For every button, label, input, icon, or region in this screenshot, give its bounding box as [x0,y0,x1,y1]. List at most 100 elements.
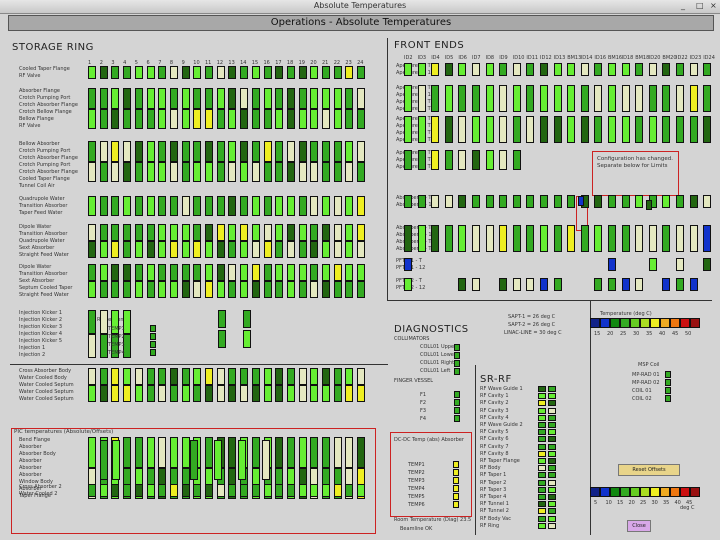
temp-cell[interactable] [286,224,295,241]
temp-cell[interactable] [333,264,342,281]
sr-rf-cell[interactable] [548,393,556,400]
temp-cell[interactable] [99,196,108,216]
temp-cell[interactable] [123,196,132,216]
temp-cell[interactable] [286,161,295,182]
temp-cell[interactable] [275,368,284,385]
temp-cell[interactable] [88,264,96,281]
temp-cell[interactable] [123,468,132,499]
fe-temp-cell[interactable] [703,116,712,143]
temp-cell[interactable] [275,264,284,281]
legend2-swatch[interactable] [660,487,670,497]
temp-cell[interactable] [262,440,270,480]
fe-temp-cell[interactable] [553,85,562,112]
fe-temp-cell[interactable] [526,195,535,208]
temp-cell[interactable] [134,88,143,109]
temp-cell[interactable] [286,141,295,162]
temp-cell[interactable] [286,108,295,129]
temp-cell[interactable] [123,264,132,281]
temp-cell[interactable] [298,88,307,109]
temp-cell[interactable] [322,88,330,109]
temp-cell[interactable] [99,66,108,79]
temp-cell[interactable] [146,141,155,162]
fe-temp-cell[interactable] [472,225,480,252]
temp-cell[interactable] [214,440,222,480]
temp-cell[interactable] [240,264,249,281]
temp-cell[interactable] [205,161,213,182]
temp-cell[interactable] [88,310,96,334]
temp-cell[interactable] [310,141,319,162]
sr-rf-cell[interactable] [538,443,546,450]
fe-temp-cell[interactable] [635,225,644,252]
temp-cell[interactable] [310,468,319,499]
fe-temp-cell[interactable] [512,150,521,170]
temp-cell[interactable] [286,437,295,468]
minimize-icon[interactable]: _ [681,1,685,10]
temp-cell[interactable] [123,310,132,334]
temp-cell[interactable] [275,224,284,241]
temp-cell[interactable] [205,281,213,298]
fe-temp-cell[interactable] [404,225,412,252]
sr-rf-cell[interactable] [548,436,556,443]
fe-temp-cell[interactable] [526,225,535,252]
temp-cell[interactable] [240,66,249,79]
temp-cell[interactable] [243,310,251,328]
fe-temp-cell[interactable] [485,150,494,170]
temp-cell[interactable] [228,196,237,216]
fe-temp-cell[interactable] [404,150,412,170]
sr-rf-cell[interactable] [538,494,546,500]
temp-cell[interactable] [193,141,202,162]
temp-cell[interactable] [169,437,178,468]
temp-cell[interactable] [333,368,342,385]
temp-cell[interactable] [251,161,260,182]
temp-cell[interactable] [357,66,366,79]
temp-cell[interactable] [158,141,167,162]
fe-temp-cell[interactable] [417,63,426,76]
temp-cell[interactable] [345,224,354,241]
temp-cell[interactable] [99,161,108,182]
temp-cell[interactable] [275,468,284,499]
fe-temp-cell[interactable] [431,116,440,143]
temp-cell[interactable] [181,161,190,182]
temp-cell[interactable] [251,88,260,109]
temp-cell[interactable] [169,66,178,79]
temp-cell[interactable] [357,161,366,182]
sr-rf-cell[interactable] [538,429,546,436]
temp-cell[interactable] [190,440,198,480]
fe-temp-cell[interactable] [594,85,603,112]
temp-cell[interactable] [357,368,366,385]
legend-swatch[interactable] [680,318,690,328]
fe-temp-cell[interactable] [648,116,657,143]
fe-temp-cell[interactable] [512,63,521,76]
fe-temp-cell[interactable] [499,278,508,291]
temp-cell[interactable] [310,281,319,298]
temp-cell[interactable] [286,368,295,385]
fe-temp-cell[interactable] [417,150,426,170]
temp-cell[interactable] [251,281,260,298]
fe-temp-cell[interactable] [458,63,467,76]
fe-temp-cell[interactable] [431,85,440,112]
temp-cell[interactable] [263,264,272,281]
temp-cell[interactable] [310,88,319,109]
temp-cell[interactable] [134,281,143,298]
temp-cell[interactable] [111,66,120,79]
temp-cell[interactable] [88,141,96,162]
fe-temp-cell[interactable] [417,85,426,112]
fe-temp-cell[interactable] [703,258,712,271]
temp-cell[interactable] [146,437,155,468]
fe-temp-cell[interactable] [444,225,453,252]
temp-cell[interactable] [134,141,143,162]
temp-cell[interactable] [216,241,225,258]
temp-cell[interactable] [345,281,354,298]
fe-temp-cell[interactable] [472,85,480,112]
temp-cell[interactable] [322,281,330,298]
temp-cell[interactable] [263,88,272,109]
fe-temp-cell[interactable] [553,63,562,76]
temp-cell[interactable] [88,161,96,182]
fe-temp-cell[interactable] [499,150,508,170]
temp-cell[interactable] [263,161,272,182]
temp-cell[interactable] [263,66,272,79]
sr-rf-cell[interactable] [538,386,546,392]
fe-temp-cell[interactable] [499,116,508,143]
close-button[interactable]: Close [627,520,651,532]
temp-cell[interactable] [123,108,132,129]
